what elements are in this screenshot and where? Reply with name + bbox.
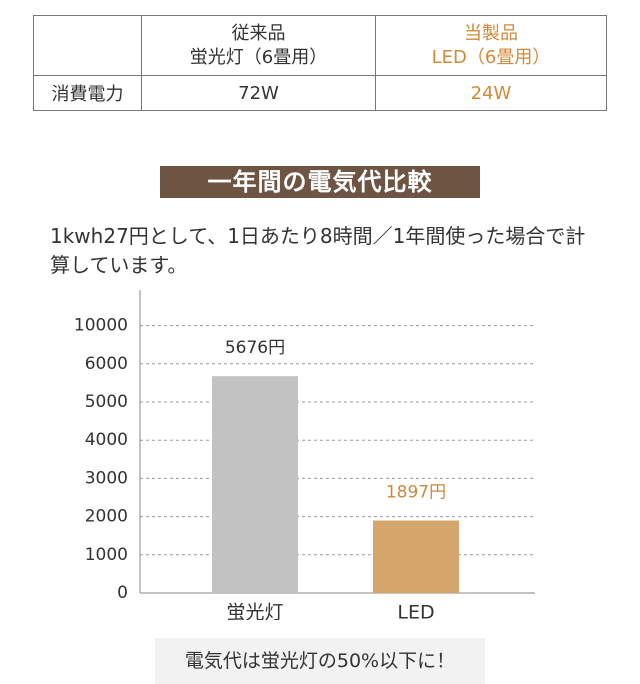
- spec-table: 従来品 蛍光灯（6畳用） 当製品 LED（6畳用） 消費電力 72W 24W: [33, 15, 607, 111]
- header-cell: 当製品 LED（6畳用）: [375, 15, 607, 76]
- y-tick-label: 3000: [85, 468, 128, 488]
- x-tick-label: LED: [397, 602, 434, 621]
- y-tick-label: 4000: [85, 430, 128, 450]
- bar: [373, 520, 459, 593]
- corner-cell: [33, 15, 142, 76]
- header-line: 当製品: [464, 22, 518, 44]
- footer: 電気代は蛍光灯の50%以下に！: [155, 638, 485, 684]
- y-tick-label: 10000: [74, 316, 128, 336]
- cell: 24W: [375, 75, 607, 111]
- bar: [212, 376, 298, 593]
- row-label: 消費電力: [33, 75, 142, 111]
- header-line: 従来品: [231, 22, 286, 44]
- value-label: 1897円: [386, 483, 446, 503]
- y-tick-label: 5000: [85, 392, 128, 412]
- y-tick-label: 0: [117, 583, 128, 603]
- cell: 72W: [141, 75, 376, 111]
- header-line: LED（6畳用）: [431, 46, 551, 68]
- note: 1kwh27円として、1日あたり8時間／1年間使った場合で計算しています。: [50, 224, 586, 277]
- y-tick-label: 6000: [85, 354, 128, 374]
- header-cell: 従来品 蛍光灯（6畳用）: [141, 15, 376, 76]
- header-line: 蛍光灯（6畳用）: [189, 46, 328, 68]
- y-tick-label: 1000: [85, 545, 128, 565]
- y-tick-label: 2000: [85, 507, 128, 527]
- value-label: 5676円: [225, 338, 285, 358]
- x-tick-label: 蛍光灯: [226, 602, 283, 621]
- heading: 一年間の電気代比較: [160, 166, 480, 198]
